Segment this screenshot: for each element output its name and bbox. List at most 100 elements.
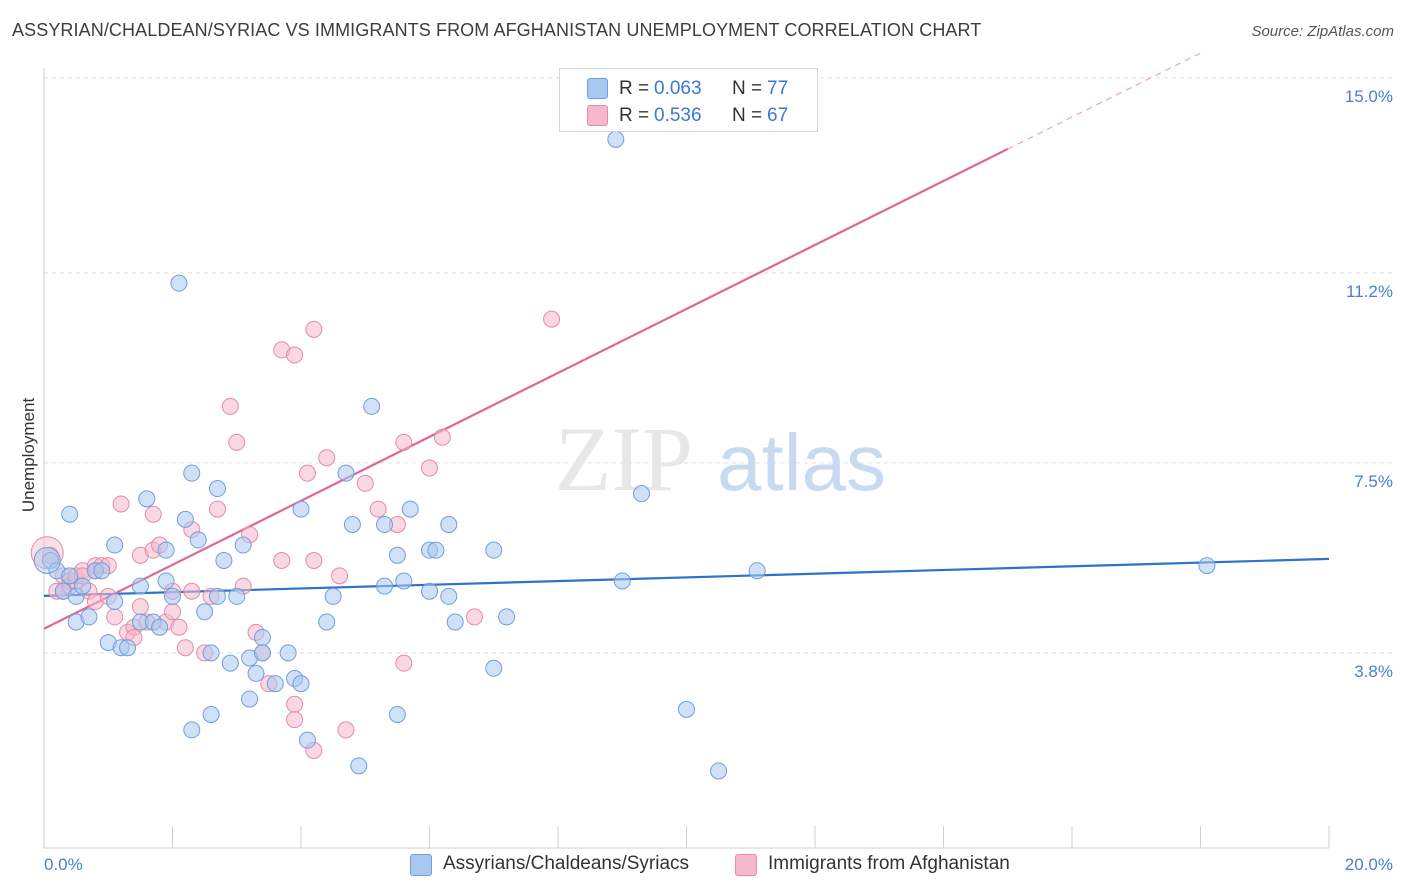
afghanistan-point [228, 433, 246, 451]
assyrian-point [376, 577, 394, 595]
assyrian-point [33, 546, 61, 574]
assyrian-point [138, 490, 156, 508]
assyrian-point [164, 587, 181, 605]
assyrian-point [253, 644, 271, 662]
assyrian-point [388, 546, 406, 564]
r-label: R = [619, 105, 650, 126]
watermark-zip: ZIP [555, 408, 693, 510]
assyrian-point [183, 721, 201, 739]
assyrian-point [221, 654, 239, 672]
assyrian-point [298, 731, 316, 749]
afghanistan-point [221, 397, 239, 415]
assyrian-point [151, 618, 169, 636]
assyrian-point [61, 567, 79, 585]
afghanistan-point [183, 582, 201, 600]
assyrian-point [189, 531, 207, 549]
afghanistan-point [273, 551, 291, 569]
assyrian-point [633, 485, 651, 503]
assyrian-point [183, 464, 201, 482]
assyrian-point [748, 562, 766, 580]
series-legend: Assyrians/Chaldeans/Syriacs Immigrants f… [0, 851, 1406, 879]
afghanistan-point [395, 654, 413, 672]
assyrian-point [170, 274, 188, 292]
assyrian-point [350, 757, 368, 775]
afghanistan-point [298, 464, 316, 482]
afghanistan-trend-extension [1007, 52, 1201, 150]
assyrian-point [74, 577, 92, 595]
watermark: ZIP atlas [555, 408, 886, 510]
assyrian-point [363, 397, 381, 415]
assyrian-point [119, 639, 137, 657]
chart-title: ASSYRIAN/CHALDEAN/SYRIAC VS IMMIGRANTS F… [12, 20, 982, 40]
afghanistan-point [170, 618, 188, 636]
assyrian-point [613, 572, 631, 590]
afghanistan-point [286, 695, 304, 713]
pink-swatch [587, 105, 608, 126]
afghanistan-point [286, 346, 304, 364]
assyrian-point [376, 515, 394, 533]
assyrian-point [80, 608, 98, 626]
assyrian-point [202, 705, 220, 723]
assyrian-point [234, 536, 252, 554]
afghanistan-point [106, 608, 124, 626]
assyrian-point [318, 613, 336, 631]
r-label: R = [619, 78, 650, 99]
assyrian-point [421, 582, 438, 600]
legend-label: Assyrians/Chaldeans/Syriacs [443, 853, 690, 874]
assyrian-point [279, 644, 297, 662]
afghanistan-point [144, 505, 162, 523]
assyrian-point [485, 541, 503, 559]
assyrian-point [446, 613, 464, 631]
y-tick-label: 11.2% [1346, 282, 1393, 301]
x-tick-label: 0.0% [44, 855, 83, 874]
afghanistan-point [112, 495, 130, 513]
source-credit: Source: ZipAtlas.com [1251, 23, 1394, 40]
afghanistan-trend-line [43, 148, 1009, 630]
r-value: 0.063 [654, 78, 702, 99]
afghanistan-point [395, 433, 413, 451]
assyrian-point [215, 551, 233, 569]
y-tick-label: 3.8% [1354, 662, 1393, 681]
afghanistan-point [286, 711, 304, 729]
assyrian-point [395, 572, 413, 590]
afghanistan-point [305, 320, 323, 338]
assyrian-point [343, 515, 361, 533]
assyrian-point [337, 464, 355, 482]
afghanistan-point [164, 603, 181, 621]
blue-swatch [410, 854, 432, 876]
assyrian-point [427, 541, 445, 559]
afghanistan-point [176, 639, 194, 657]
assyrian-point [202, 644, 220, 662]
afghanistan-point [318, 449, 336, 467]
afghanistan-point [465, 608, 483, 626]
assyrian-point [292, 675, 310, 693]
afghanistan-point [369, 500, 387, 518]
assyrian-point [253, 628, 271, 646]
assyrian-point [157, 572, 175, 590]
afghanistan-point [131, 598, 149, 616]
assyrian-point [196, 603, 214, 621]
assyrian-point [1198, 557, 1216, 575]
blue-swatch [587, 78, 608, 99]
legend-label: Immigrants from Afghanistan [768, 853, 1010, 874]
series-assyrian-points [33, 130, 1216, 780]
y-axis-label: Unemployment [19, 398, 38, 513]
assyrian-point [498, 608, 516, 626]
assyrian-point [440, 587, 458, 605]
afghanistan-point [356, 474, 374, 492]
r-value: 0.536 [654, 105, 702, 126]
assyrian-point [93, 562, 111, 580]
assyrian-point [678, 700, 695, 718]
x-tick-label: 20.0% [1345, 855, 1393, 874]
afghanistan-point [305, 551, 323, 569]
legend-row-assyrian: R = 0.063 N = 77 [560, 75, 817, 102]
afghanistan-point [433, 428, 451, 446]
assyrian-point [208, 480, 226, 498]
assyrian-trend-line [43, 557, 1330, 597]
axes [43, 68, 1330, 849]
trend-lines [43, 52, 1330, 630]
y-tick-label: 15.0% [1345, 87, 1393, 106]
afghanistan-point [543, 310, 561, 328]
y-tick-label: 7.5% [1354, 472, 1393, 491]
